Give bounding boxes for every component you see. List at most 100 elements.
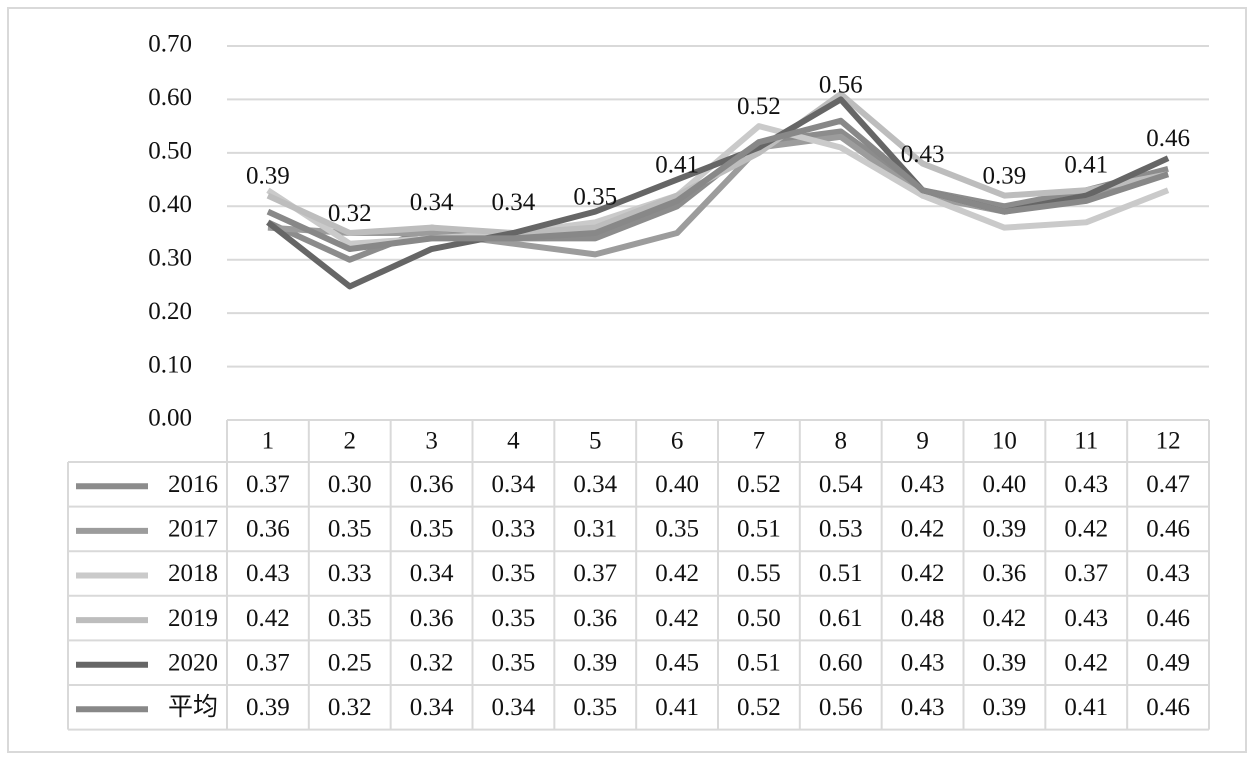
- data-label: 0.34: [410, 189, 454, 216]
- table-cell: 0.46: [1146, 605, 1190, 632]
- table-cell: 0.42: [655, 605, 699, 632]
- table-cell: 0.39: [573, 649, 617, 676]
- data-label: 0.39: [983, 162, 1027, 189]
- table-cell: 0.34: [573, 471, 617, 498]
- x-tick-label: 3: [425, 428, 438, 455]
- x-tick-label: 11: [1074, 428, 1098, 455]
- table-cell: 0.25: [328, 649, 372, 676]
- table-cell: 0.36: [983, 560, 1027, 587]
- table-cell: 0.51: [737, 649, 781, 676]
- table-cell: 0.37: [573, 560, 617, 587]
- x-tick-label: 6: [671, 428, 684, 455]
- data-label: 0.52: [737, 93, 781, 120]
- x-tick-label: 10: [992, 428, 1017, 455]
- table-cell: 0.40: [655, 471, 699, 498]
- table-cell: 0.47: [1146, 471, 1190, 498]
- table-cell: 0.61: [819, 605, 863, 632]
- table-cell: 0.30: [328, 471, 372, 498]
- table-cell: 0.31: [573, 516, 617, 543]
- table-cell: 0.55: [737, 560, 781, 587]
- y-tick-label: 0.20: [148, 298, 192, 325]
- table-cell: 0.43: [1064, 605, 1108, 632]
- table-cell: 0.41: [655, 694, 699, 721]
- legend-label: 2016: [168, 471, 218, 498]
- y-tick-label: 0.30: [148, 244, 192, 271]
- table-cell: 0.54: [819, 471, 863, 498]
- table-cell: 0.43: [901, 471, 945, 498]
- table-cell: 0.43: [1146, 560, 1190, 587]
- table-cell: 0.35: [492, 649, 536, 676]
- table-cell: 0.35: [328, 516, 372, 543]
- table-cell: 0.32: [410, 649, 454, 676]
- table-cell: 0.56: [819, 694, 863, 721]
- table-cell: 0.53: [819, 516, 863, 543]
- table-cell: 0.34: [492, 694, 536, 721]
- table-cell: 0.35: [655, 516, 699, 543]
- legend-label: 2019: [168, 605, 218, 632]
- data-label: 0.46: [1146, 125, 1190, 152]
- x-tick-label: 4: [507, 428, 520, 455]
- table-cell: 0.41: [1064, 694, 1108, 721]
- y-tick-label: 0.50: [148, 138, 192, 165]
- x-tick-label: 9: [916, 428, 929, 455]
- table-cell: 0.36: [573, 605, 617, 632]
- y-tick-label: 0.40: [148, 191, 192, 218]
- table-cell: 0.43: [901, 694, 945, 721]
- table-cell: 0.39: [246, 694, 290, 721]
- data-label: 0.56: [819, 72, 863, 99]
- table-cell: 0.33: [492, 516, 536, 543]
- table-cell: 0.42: [1064, 649, 1108, 676]
- table-cell: 0.34: [492, 471, 536, 498]
- x-tick-label: 1: [262, 428, 275, 455]
- table-cell: 0.51: [819, 560, 863, 587]
- data-label: 0.41: [1064, 152, 1108, 179]
- table-cell: 0.45: [655, 649, 699, 676]
- y-tick-label: 0.10: [148, 351, 192, 378]
- table-cell: 0.42: [1064, 516, 1108, 543]
- table-cell: 0.43: [246, 560, 290, 587]
- table-cell: 0.33: [328, 560, 372, 587]
- table-cell: 0.39: [983, 516, 1027, 543]
- table-cell: 0.35: [492, 560, 536, 587]
- data-label: 0.32: [328, 200, 372, 227]
- table-cell: 0.37: [1064, 560, 1108, 587]
- table-cell: 0.39: [983, 649, 1027, 676]
- table-cell: 0.32: [328, 694, 372, 721]
- series-line: [266, 117, 1170, 253]
- table-cell: 0.37: [246, 471, 290, 498]
- table-cell: 0.43: [901, 649, 945, 676]
- table-cell: 0.36: [410, 471, 454, 498]
- table-cell: 0.35: [328, 605, 372, 632]
- y-tick-label: 0.70: [148, 31, 192, 58]
- legend-label: 2017: [168, 516, 218, 543]
- table-cell: 0.46: [1146, 516, 1190, 543]
- data-label: 0.39: [246, 162, 290, 189]
- x-tick-label: 5: [589, 428, 602, 455]
- legend-label: 平均: [168, 693, 218, 721]
- chart-border: [7, 7, 1247, 753]
- table-cell: 0.34: [410, 694, 454, 721]
- table-cell: 0.35: [492, 605, 536, 632]
- table-cell: 0.52: [737, 471, 781, 498]
- y-tick-label: 0.00: [148, 405, 192, 432]
- table-cell: 0.36: [410, 605, 454, 632]
- legend-label: 2020: [168, 649, 218, 676]
- table-cell: 0.48: [901, 605, 945, 632]
- table-cell: 0.51: [737, 516, 781, 543]
- table-cell: 0.34: [410, 560, 454, 587]
- table-cell: 0.39: [983, 694, 1027, 721]
- table-cell: 0.42: [901, 560, 945, 587]
- legend-label: 2018: [168, 560, 218, 587]
- x-tick-label: 7: [753, 428, 766, 455]
- table-cell: 0.42: [246, 605, 290, 632]
- data-label: 0.34: [492, 189, 536, 216]
- data-label: 0.43: [901, 141, 945, 168]
- table-cell: 0.46: [1146, 694, 1190, 721]
- table-cell: 0.52: [737, 694, 781, 721]
- table-cell: 0.35: [573, 694, 617, 721]
- x-tick-label: 8: [835, 428, 848, 455]
- data-label: 0.41: [655, 152, 699, 179]
- table-cell: 0.49: [1146, 649, 1190, 676]
- table-cell: 0.50: [737, 605, 781, 632]
